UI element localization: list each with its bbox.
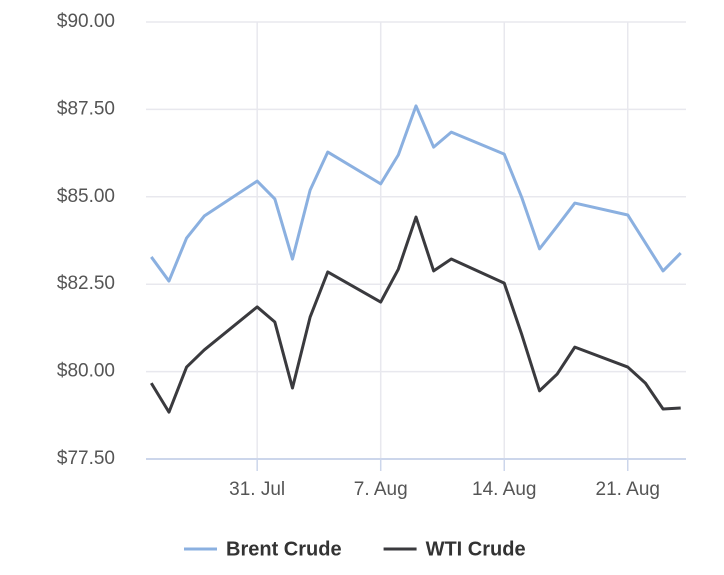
legend-label: WTI Crude <box>426 538 526 560</box>
series-line <box>150 104 682 283</box>
y-tick-label: $87.50 <box>57 98 115 119</box>
x-tick-label: 31. Jul <box>229 479 285 500</box>
y-tick-label: $85.00 <box>57 186 115 207</box>
legend-label: Brent Crude <box>226 538 342 560</box>
series-line <box>150 215 681 414</box>
x-tick-label: 7. Aug <box>354 479 408 500</box>
y-tick-label: $77.50 <box>57 448 115 469</box>
y-tick-label: $80.00 <box>57 361 115 382</box>
y-tick-label: $90.00 <box>57 11 115 32</box>
y-tick-label: $82.50 <box>57 273 115 294</box>
x-tick-label: 14. Aug <box>472 479 536 500</box>
x-tick-label: 21. Aug <box>596 479 660 500</box>
legend: Brent Crude WTI Crude <box>184 538 526 560</box>
